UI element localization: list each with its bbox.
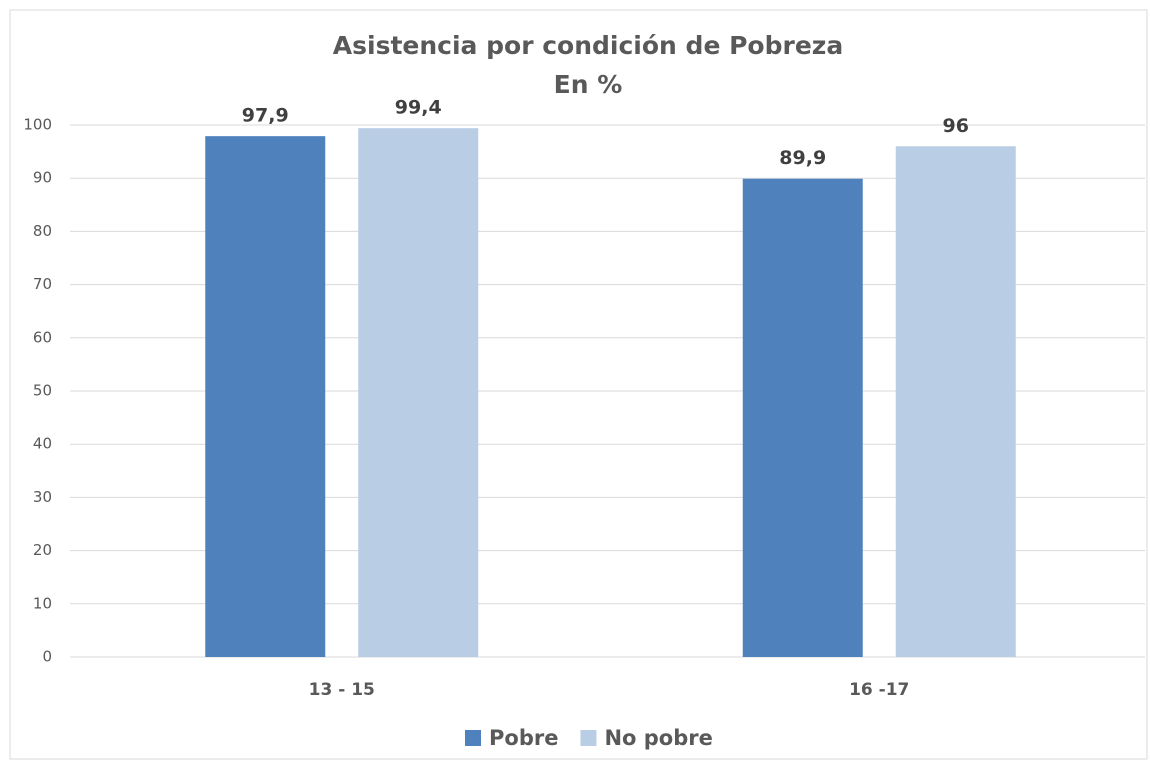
chart-title: Asistencia por condición de Pobreza	[333, 31, 843, 60]
bar	[205, 136, 326, 657]
y-tick-label: 50	[33, 382, 52, 400]
x-tick-label: 13 - 15	[309, 680, 375, 700]
y-tick-label: 80	[33, 222, 52, 240]
legend-label: Pobre	[489, 726, 558, 750]
legend-swatch	[580, 730, 597, 746]
bar	[358, 128, 479, 657]
chart-subtitle: En %	[554, 70, 623, 99]
y-tick-label: 40	[33, 435, 52, 453]
y-tick-label: 100	[23, 116, 52, 134]
bar	[742, 178, 863, 657]
x-tick-label: 16 -17	[849, 680, 909, 700]
y-tick-label: 90	[33, 169, 52, 187]
y-tick-label: 0	[42, 648, 52, 666]
data-label: 99,4	[395, 97, 442, 119]
legend-swatch	[465, 730, 481, 746]
data-label: 97,9	[242, 105, 289, 127]
y-tick-label: 60	[33, 328, 52, 346]
y-tick-label: 20	[33, 541, 52, 559]
data-label: 89,9	[779, 147, 826, 169]
data-label: 96	[943, 115, 969, 137]
y-tick-label: 70	[33, 275, 52, 293]
legend-label: No pobre	[604, 726, 712, 750]
y-tick-label: 10	[33, 594, 52, 612]
y-tick-label: 30	[33, 488, 52, 506]
bar	[895, 146, 1016, 657]
